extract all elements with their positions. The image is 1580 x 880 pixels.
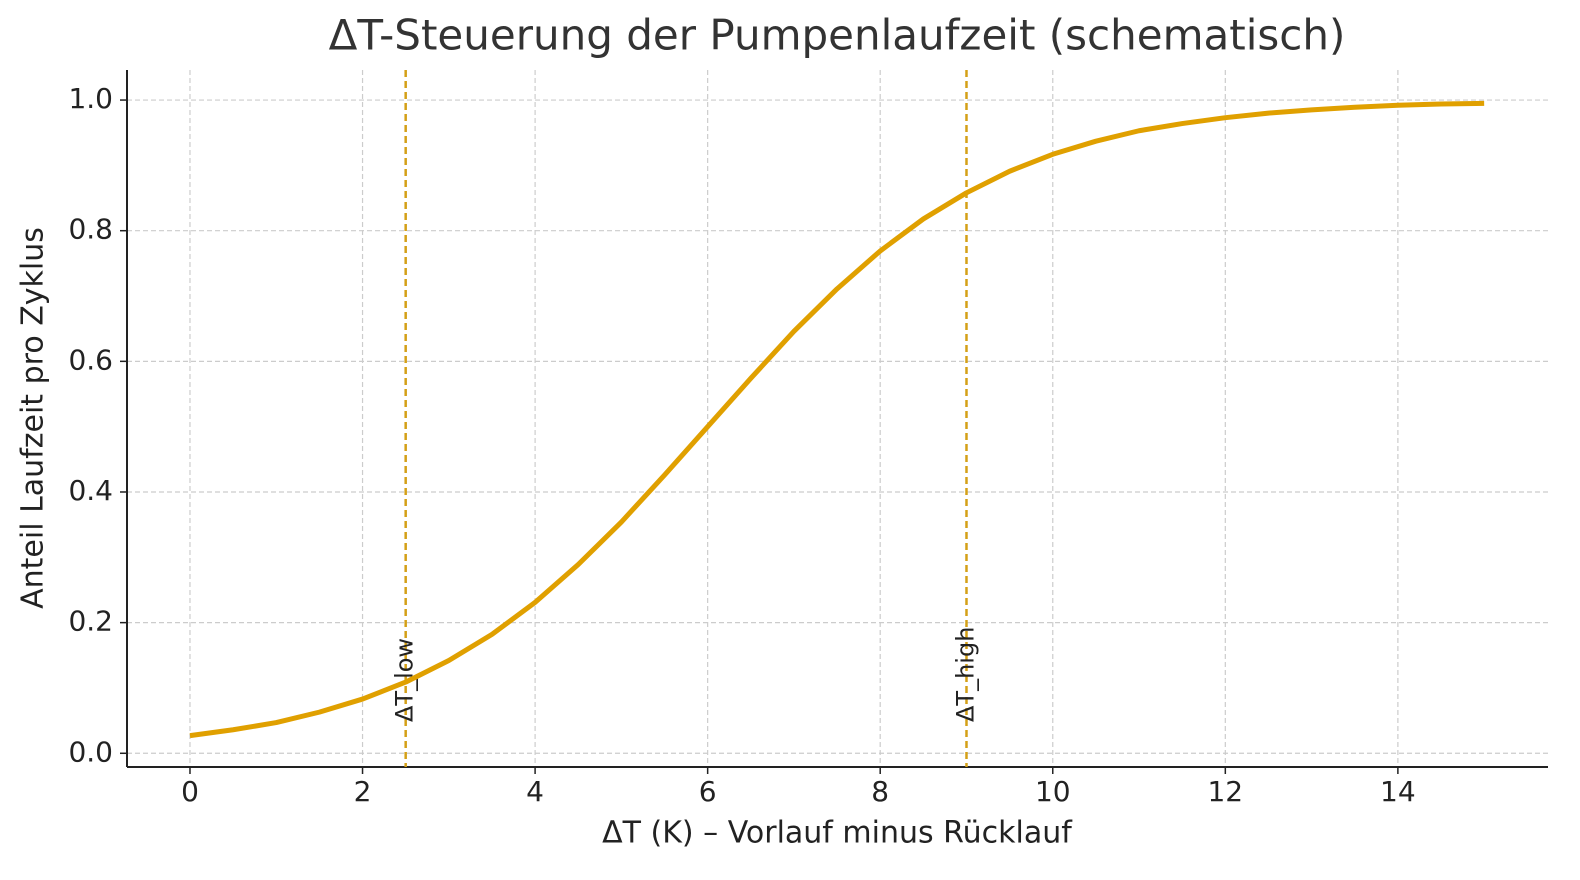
y-tick-label: 0.8 — [68, 213, 113, 246]
x-tick-label: 4 — [526, 775, 544, 808]
x-tick-label: 12 — [1207, 775, 1243, 808]
x-tick-label: 10 — [1035, 775, 1071, 808]
y-tick-label: 0.2 — [68, 605, 113, 638]
x-tick-label: 6 — [699, 775, 717, 808]
line-series — [189, 100, 1485, 739]
x-tick-label: 2 — [354, 775, 372, 808]
x-tick-label: 8 — [871, 775, 889, 808]
x-tick-label: 0 — [181, 775, 199, 808]
x-axis-label: ΔT (K) – Vorlauf minus Rücklauf — [602, 816, 1073, 851]
x-tick-label: 14 — [1380, 775, 1416, 808]
y-tick-label: 1.0 — [68, 82, 113, 115]
y-axis-label: Anteil Laufzeit pro Zyklus — [16, 227, 51, 609]
chart-title: ΔT-Steuerung der Pumpenlaufzeit (schemat… — [329, 11, 1346, 60]
threshold-label: ΔT_high — [951, 627, 979, 722]
y-tick-label: 0.6 — [68, 343, 113, 376]
y-tick-label: 0.0 — [68, 735, 113, 768]
y-tick-label: 0.4 — [68, 474, 113, 507]
